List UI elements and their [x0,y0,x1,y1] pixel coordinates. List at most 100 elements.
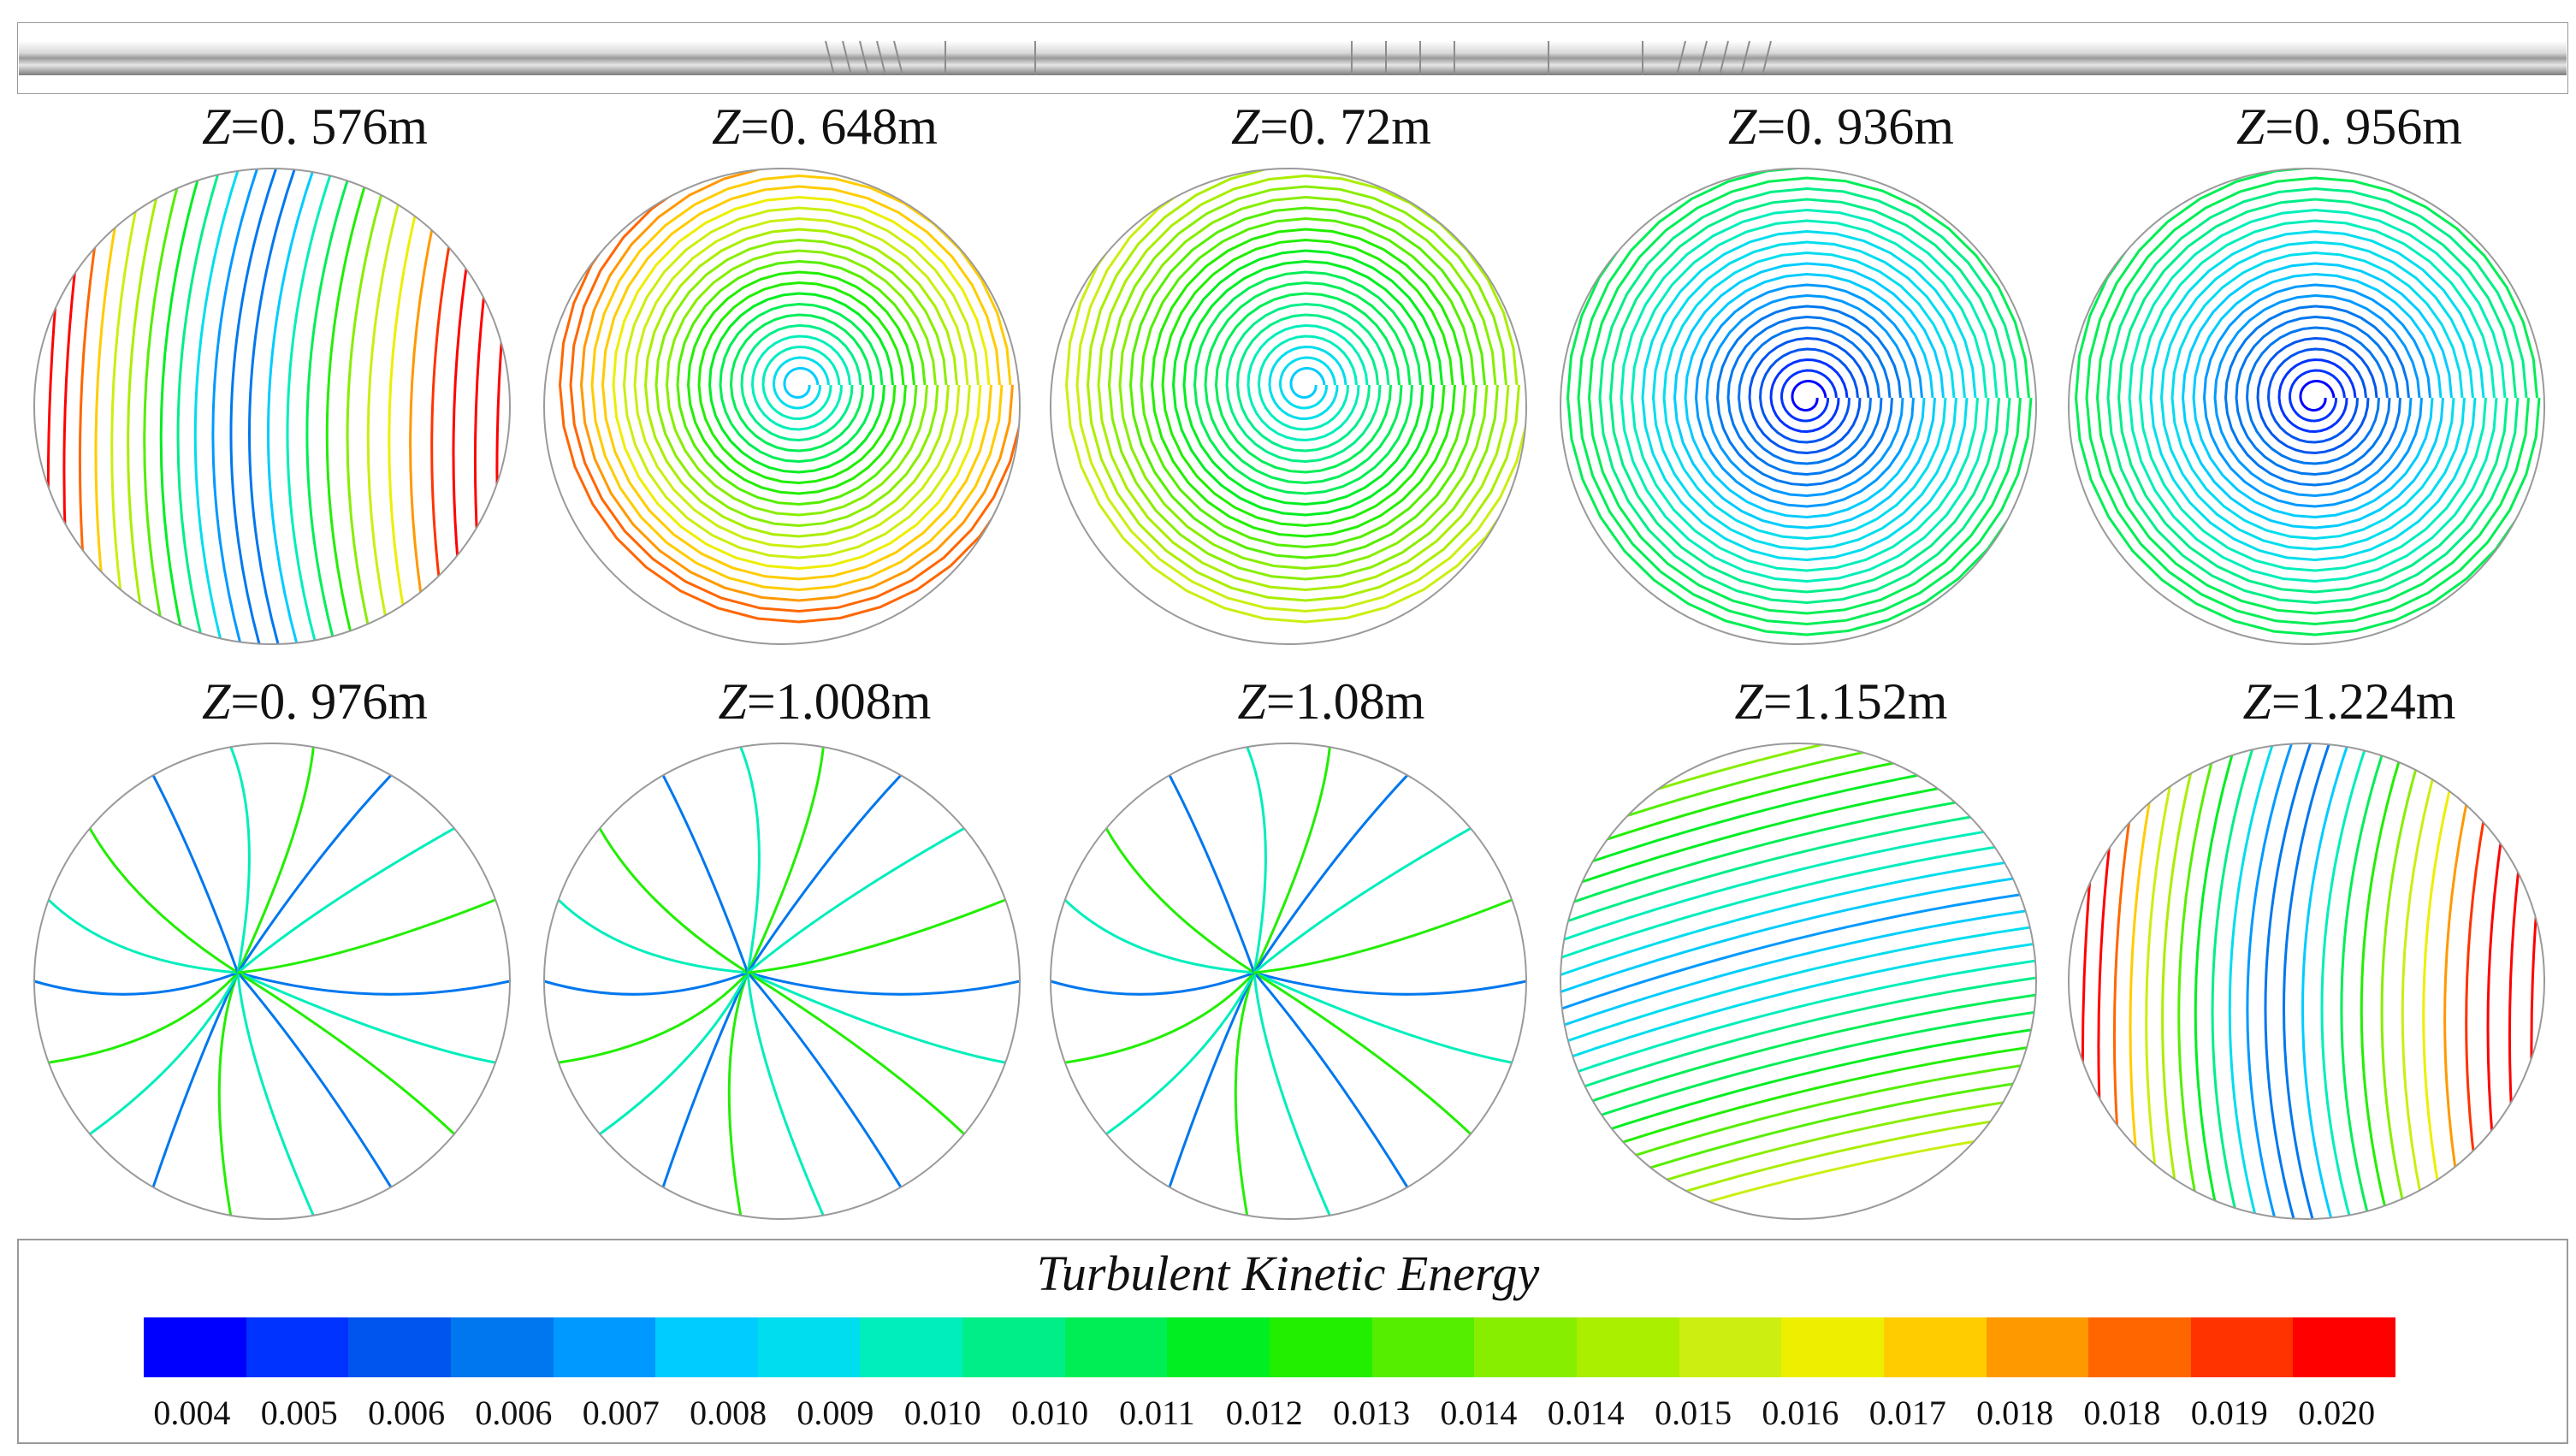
colorbar-segment [450,1317,554,1377]
streamline [746,972,825,1216]
streamline [2530,743,2544,1219]
streamline-section [1554,737,2042,1225]
streamline [2138,219,2496,572]
streamline [2228,743,2277,1219]
colorbar-tick-label: 0.014 [1547,1394,1625,1432]
colorbar-segment [1883,1317,1987,1377]
panel-title: Z=1.152m [1734,673,1948,730]
panel-title: Z=1.008m [718,673,932,730]
streamline-section [2063,737,2550,1225]
colorbar-segment [2088,1317,2191,1377]
streamline [78,169,110,644]
streamline [1560,838,2036,962]
streamline-section [1045,737,1532,1225]
streamline [1257,334,1358,431]
streamline [612,195,991,571]
streamline [237,826,455,974]
streamline [1560,821,2036,944]
streamline [558,971,749,1064]
streamline [544,971,749,996]
streamline [1253,971,1472,1135]
legend-title: Turbulent Kinetic Energy [1036,1246,1540,1301]
colorbar-tick-label: 0.005 [260,1394,338,1432]
streamline [2194,743,2239,1219]
streamline [1268,345,1347,421]
panel-title: Z=0. 576m [202,98,428,155]
streamline [388,169,430,644]
streamline [1204,281,1412,485]
colorbar-segment [1986,1317,2089,1377]
streamline [143,169,186,644]
colorbar-tick-label: 0.012 [1225,1394,1303,1432]
colorbar-segment [962,1317,1065,1377]
streamline [1560,873,2036,996]
streamline [286,169,336,644]
streamline [1758,347,1859,444]
streamline [1214,292,1401,474]
section-boundary [1560,743,2037,1220]
colorbar-segment [1781,1317,1884,1377]
streamline [1235,313,1379,453]
streamline [1694,283,1923,508]
streamline [217,972,240,1216]
colorbar-segment [246,1317,349,1377]
colorbar-segment [1576,1317,1679,1377]
streamline-section [538,737,1026,1225]
streamline [127,169,167,644]
streamline [495,169,510,644]
colorbar-tick-label: 0.010 [1011,1394,1089,1432]
section-boundary [33,743,511,1220]
streamline [1168,774,1256,974]
streamline [1105,972,1256,1135]
colorbar-tick-label: 0.009 [796,1394,874,1432]
streamline [1726,315,1892,476]
streamline [1140,216,1476,549]
streamline [1560,992,2036,1116]
streamline [2161,743,2201,1219]
streamline [62,169,92,644]
panel-title: Z=0. 648m [712,98,938,155]
streamline [1252,774,1409,974]
streamline [229,746,251,974]
colorbar-segment [553,1317,656,1377]
streamline [2181,262,2453,530]
streamline [2288,369,2346,423]
streamline [1064,971,1256,1064]
streamline [1598,186,2020,605]
streamline [1107,185,1507,581]
streamline [1748,336,1870,455]
streamline [193,169,242,644]
streamline [211,169,261,644]
streamline [2159,240,2474,551]
pipe-geometry-strip [17,22,2568,94]
streamline [89,972,240,1135]
streamline [1737,326,1880,465]
streamline [2301,743,2352,1219]
streamline [1560,941,2036,1064]
colorbar-segment [1064,1317,1168,1377]
section-boundary [543,743,1021,1220]
streamline [2224,305,2410,487]
streamline [1560,890,2036,1013]
streamline [267,169,317,644]
colorbar-segment [1371,1317,1475,1377]
streamline [1587,176,2030,615]
streamline [1289,367,1326,400]
streamline [622,206,980,559]
streamline [237,971,456,1135]
colorbar-tick-label: 0.017 [1868,1394,1946,1432]
streamline [473,169,506,644]
streamline [176,169,223,644]
streamline [1063,898,1255,974]
section-boundary [543,168,1021,645]
streamline [2145,743,2182,1219]
streamline [1253,898,1513,974]
streamline [1171,249,1443,517]
streamline [1560,1009,2036,1133]
streamline [2401,743,2446,1219]
panel-title: Z=0. 956m [2236,98,2462,155]
streamline [1252,972,1331,1216]
colorbar-tick-label: 0.010 [903,1394,981,1432]
streamline [1560,743,2036,825]
streamline [229,169,280,644]
